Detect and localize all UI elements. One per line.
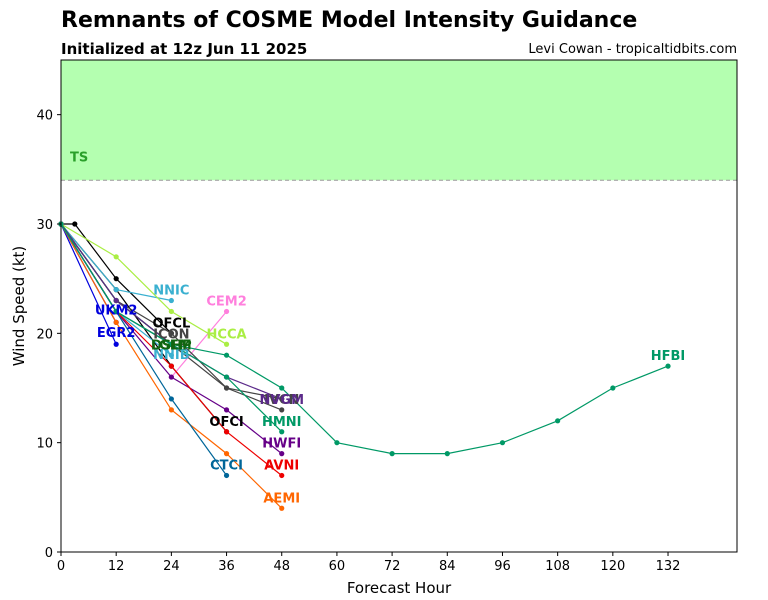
series-point-hwfi-4 bbox=[279, 451, 285, 457]
x-tick-label-96: 96 bbox=[494, 559, 511, 574]
series-point-hcca-3 bbox=[223, 341, 230, 347]
series-point-nnic-2 bbox=[168, 297, 174, 304]
series-line-egr2 bbox=[60, 223, 117, 345]
series-point-hfbi-11 bbox=[665, 363, 671, 369]
series-point-hfbi-8 bbox=[499, 440, 506, 446]
x-tick-label-48: 48 bbox=[273, 559, 290, 574]
series-point-nnib-2 bbox=[168, 352, 174, 358]
series-label-lgem: LGEM bbox=[151, 338, 192, 353]
series-point-icon-2 bbox=[168, 330, 174, 336]
series-label-dshp: DSHP bbox=[151, 338, 192, 353]
x-tick-label-36: 36 bbox=[218, 559, 235, 574]
series-label-aemi: AEMI bbox=[263, 491, 300, 506]
x-tick-label-60: 60 bbox=[329, 559, 346, 574]
series-layer bbox=[58, 221, 671, 511]
x-tick-label-72: 72 bbox=[384, 559, 401, 574]
series-point-hfbi-4 bbox=[279, 385, 285, 391]
series-point-aemi-3 bbox=[223, 451, 230, 457]
x-axis-label: Forecast Hour bbox=[347, 579, 452, 597]
series-point-cem2-1 bbox=[223, 308, 230, 315]
plot-frame bbox=[60, 59, 738, 553]
series-point-hwfi-3 bbox=[223, 407, 230, 413]
series-point-hcca-2 bbox=[168, 308, 174, 315]
series-point-icon-4 bbox=[279, 407, 285, 413]
series-label-avni: AVNI bbox=[264, 459, 299, 474]
ts-threshold-label: TS bbox=[70, 150, 88, 165]
series-point-hmni-4 bbox=[279, 429, 285, 435]
chart-title: Remnants of COSME Model Intensity Guidan… bbox=[61, 8, 638, 33]
series-label-hwfi: HWFI bbox=[262, 437, 301, 452]
series-label-ukm2: UKM2 bbox=[95, 303, 138, 318]
series-label-ivcn: IVCN bbox=[264, 393, 299, 408]
series-point-hmni-3 bbox=[223, 374, 230, 380]
series-point-nnic-1 bbox=[113, 287, 119, 293]
x-tick-label-24: 24 bbox=[163, 559, 180, 574]
series-point-ctci-3 bbox=[223, 472, 230, 479]
series-point-nvgm-4 bbox=[279, 396, 285, 402]
series-point-avni-2 bbox=[168, 363, 174, 369]
series-label-ofcl: OFCL bbox=[152, 316, 190, 331]
chart-credit: Levi Cowan - tropicaltidbits.com bbox=[528, 42, 737, 57]
series-label-egr2: EGR2 bbox=[97, 326, 136, 341]
series-point-hfbi-3 bbox=[223, 352, 230, 358]
series-point-hfbi-1 bbox=[113, 308, 119, 315]
x-tick-label-108: 108 bbox=[545, 559, 570, 574]
series-point-nvgm-1 bbox=[113, 297, 119, 304]
series-point-hcca-1 bbox=[113, 254, 119, 260]
series-point-avni-4 bbox=[279, 472, 285, 479]
series-label-layer: OFCL OFCI UKM2 EGR2 NNIC NNIB CEM2 HCCA ICON IVCN… bbox=[95, 284, 685, 507]
series-label-cem2: CEM2 bbox=[206, 295, 246, 310]
series-line-cem2 bbox=[170, 311, 228, 378]
y-tick-label-30: 30 bbox=[36, 218, 53, 233]
series-label-hfbi: HFBI bbox=[651, 349, 686, 364]
series-label-hcca: HCCA bbox=[207, 327, 247, 342]
series-point-hfbi-5 bbox=[334, 440, 340, 446]
x-tick-label-84: 84 bbox=[439, 559, 456, 574]
series-line-ofcl bbox=[61, 223, 172, 334]
series-label-ofci: OFCI bbox=[209, 415, 243, 430]
series-point-hfbi-9 bbox=[555, 418, 561, 424]
series-label-icon: ICON bbox=[153, 327, 189, 342]
series-point-hfbi-10 bbox=[610, 385, 616, 391]
series-point-hfbi-6 bbox=[389, 451, 395, 457]
series-point-ctci-2 bbox=[168, 396, 174, 402]
x-tick-label-0: 0 bbox=[57, 559, 65, 574]
y-axis-label: Wind Speed (kt) bbox=[10, 246, 28, 367]
series-point-avni-3 bbox=[223, 429, 230, 435]
series-label-nnic: NNIC bbox=[153, 284, 189, 299]
series-point-aemi-1 bbox=[113, 319, 119, 325]
series-label-ctci: CTCI bbox=[210, 459, 243, 474]
series-point-ofcl-1 bbox=[72, 221, 78, 227]
series-point-ofcl-2 bbox=[113, 276, 119, 282]
series-label-hmni: HMNI bbox=[262, 415, 302, 430]
y-tick-label-40: 40 bbox=[36, 109, 53, 124]
series-point-aemi-2 bbox=[168, 407, 174, 413]
y-tick-label-10: 10 bbox=[36, 437, 53, 452]
ts-threshold-band bbox=[61, 60, 737, 181]
series-line-hcca bbox=[60, 223, 227, 345]
series-point-egr2-1 bbox=[113, 341, 119, 347]
y-tick-label-20: 20 bbox=[36, 327, 53, 342]
series-label-nvgm: NVGM bbox=[259, 393, 304, 408]
x-tick-label-120: 120 bbox=[600, 559, 625, 574]
x-tick-label-12: 12 bbox=[108, 559, 125, 574]
background-layer: TS bbox=[61, 60, 737, 181]
series-point-hfbi-7 bbox=[444, 451, 450, 457]
axis-layer: 0 12 24 36 48 60 72 84 96 108 120 132 0 10 20 30 40 bbox=[36, 59, 738, 574]
series-point-hwfi-2 bbox=[168, 374, 174, 380]
chart-subtitle: Initialized at 12z Jun 11 2025 bbox=[61, 40, 308, 58]
series-point-hfbi-2 bbox=[168, 341, 174, 347]
series-point-ivcn-3 bbox=[223, 385, 230, 391]
series-point-aemi-4 bbox=[279, 505, 285, 511]
y-tick-label-0: 0 bbox=[45, 546, 53, 561]
x-tick-label-132: 132 bbox=[656, 559, 681, 574]
series-line-hfbi bbox=[60, 223, 669, 455]
series-label-nnib: NNIB bbox=[153, 348, 190, 363]
